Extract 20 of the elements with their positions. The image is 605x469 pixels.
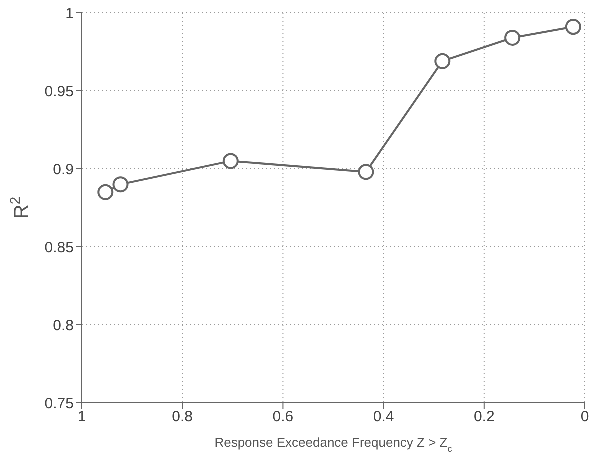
point [222, 153, 239, 170]
y-tick-label: 0.8 [53, 317, 74, 334]
x-tick-label: 0.6 [272, 408, 294, 426]
point [434, 53, 451, 70]
x-tick-label: 1 [78, 408, 86, 426]
y-tick-label: 0.95 [44, 83, 74, 100]
point [504, 30, 521, 46]
point [112, 176, 129, 193]
point [358, 164, 374, 180]
x-axis-title: Response Exceedance Frequency Z > Z$_{c}$ [214, 435, 453, 454]
y-tick-label: 0.9 [53, 161, 74, 178]
x-tick-label: 0.4 [373, 408, 394, 426]
y-tick-label: 1 [66, 5, 74, 22]
x-tick-label: 0 [580, 408, 590, 426]
y-tick-label: 0.85 [44, 239, 74, 256]
x-tick-label: 0.8 [172, 408, 194, 426]
y-tick-label: 0.75 [44, 395, 74, 412]
point [565, 19, 582, 36]
x-tick-label: 0.2 [474, 408, 495, 426]
point [98, 184, 114, 200]
